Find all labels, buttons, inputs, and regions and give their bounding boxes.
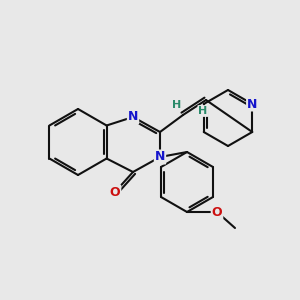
Text: H: H: [198, 106, 208, 116]
Text: H: H: [172, 100, 182, 110]
Text: O: O: [110, 185, 120, 199]
Text: N: N: [247, 98, 257, 110]
Text: N: N: [128, 110, 138, 124]
Text: O: O: [212, 206, 222, 218]
Text: N: N: [155, 151, 165, 164]
